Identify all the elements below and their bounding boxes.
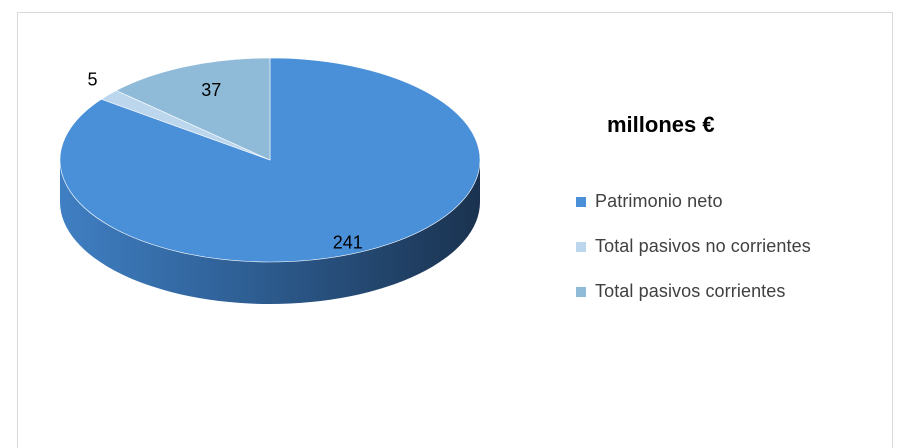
legend-swatch (576, 241, 586, 252)
data-label-total-pasivos-no-corrientes: 5 (87, 70, 97, 90)
legend: Patrimonio neto Total pasivos no corrien… (576, 179, 811, 314)
data-label-patrimonio-neto: 241 (333, 233, 363, 253)
chart-title: millones € (607, 112, 715, 137)
legend-label: Patrimonio neto (595, 191, 723, 211)
data-label-total-pasivos-corrientes: 37 (201, 80, 221, 100)
legend-item-total-pasivos-corrientes: Total pasivos corrientes (576, 269, 811, 314)
legend-label: Total pasivos no corrientes (595, 236, 811, 256)
pie-data-labels: 241 5 37 (87, 70, 362, 253)
pie-sides (60, 160, 480, 304)
pie-slices (59, 57, 481, 263)
legend-item-total-pasivos-no-corrientes: Total pasivos no corrientes (576, 224, 811, 269)
legend-swatch (576, 196, 586, 207)
legend-item-patrimonio-neto: Patrimonio neto (576, 179, 811, 224)
legend-label: Total pasivos corrientes (595, 281, 786, 301)
pie-slice-total-pasivos-corrientes (115, 57, 271, 161)
pie-side-patrimonio-neto (60, 160, 480, 304)
legend-swatch (576, 286, 586, 297)
